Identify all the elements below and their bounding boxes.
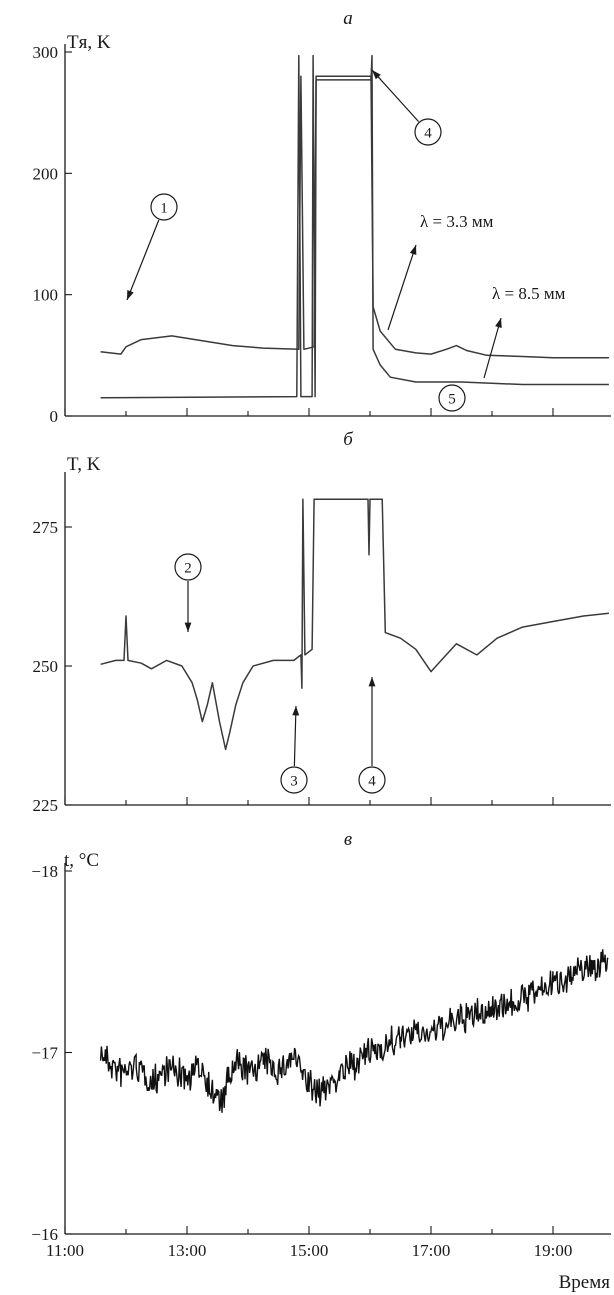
y-tick-label: 300: [33, 43, 59, 62]
callout-label: 4: [368, 774, 376, 790]
callout-3: 3: [280, 705, 308, 794]
series-line-2: [100, 54, 609, 399]
callout-4: 4: [358, 677, 386, 794]
panel-c-ylabel: t, °C: [64, 850, 99, 871]
callout-label: 2: [184, 561, 192, 577]
x-tick-label: 19:00: [534, 1241, 573, 1260]
callout-label: 3: [290, 774, 298, 790]
panel-b-letter: б: [343, 429, 354, 450]
series-line-1: [100, 498, 609, 751]
y-tick-label: −16: [31, 1225, 58, 1244]
callout-label: 5: [448, 392, 456, 408]
panel-c-letter: в: [344, 829, 352, 850]
panel-a-series: [100, 54, 609, 399]
y-tick-label: −18: [31, 862, 58, 881]
x-tick-label: 17:00: [412, 1241, 451, 1260]
series-label-2: λ = 8.5 мм: [492, 284, 566, 303]
panel-b: б T, K 225 250 275 2 3 4: [33, 429, 611, 815]
callout-1: 1: [126, 193, 178, 301]
y-tick-label: 250: [33, 657, 59, 676]
panel-a-annotations: λ = 3.3 мм λ = 8.5 мм 1 4 5: [126, 69, 566, 412]
callout-label: 1: [160, 201, 168, 217]
panel-b-series: [100, 498, 609, 751]
series-line-1: [100, 75, 609, 359]
callout-2: 2: [174, 553, 202, 632]
callout-label: 4: [424, 126, 432, 142]
y-tick-label: 200: [33, 164, 59, 183]
series-label-1: λ = 3.3 мм: [420, 212, 494, 231]
series-label-arrow: [387, 244, 417, 331]
x-axis-label: Время: [559, 1272, 611, 1293]
x-tick-label: 15:00: [290, 1241, 329, 1260]
x-tick-label: 13:00: [168, 1241, 207, 1260]
x-tick-label: 11:00: [46, 1241, 84, 1260]
y-tick-label: 225: [33, 796, 59, 815]
callout-5: 5: [438, 384, 466, 412]
series-line: [99, 949, 609, 1113]
y-tick-label: −17: [31, 1044, 58, 1063]
panel-a-axes: 0 100 200 300: [33, 43, 611, 426]
panel-b-axes: 225 250 275: [33, 472, 611, 815]
panel-b-annotations: 2 3 4: [174, 553, 386, 794]
panel-b-ylabel: T, K: [67, 454, 101, 475]
panel-c-series: [99, 949, 609, 1113]
y-tick-label: 275: [33, 518, 59, 537]
y-tick-label: 100: [33, 286, 59, 305]
callout-4: 4: [371, 69, 442, 146]
panel-a: а Tя, K 0 100 200 300 λ = 3.3 мм λ = 8.5 мм 1…: [33, 8, 611, 426]
y-tick-label: 0: [50, 407, 59, 426]
panel-a-letter: а: [343, 8, 353, 29]
series-label-arrow: [483, 317, 502, 379]
panel-a-ylabel: Tя, K: [67, 32, 111, 53]
